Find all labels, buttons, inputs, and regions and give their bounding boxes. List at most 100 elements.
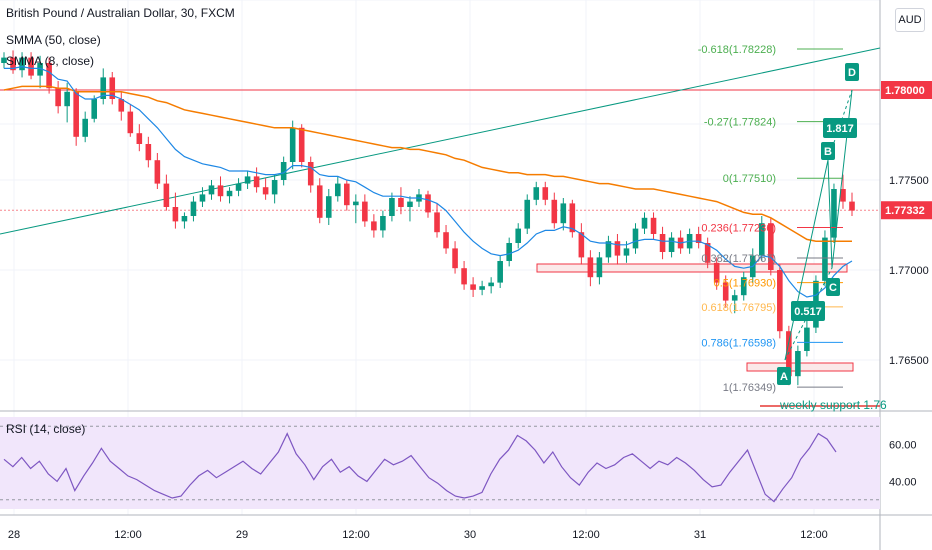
candle-body bbox=[235, 183, 242, 191]
candle-body bbox=[253, 176, 260, 188]
candle-body bbox=[849, 201, 855, 211]
rsi-axis[interactable]: 60.00 40.00 bbox=[889, 440, 917, 489]
candle-body bbox=[82, 118, 88, 137]
candle-body bbox=[226, 190, 233, 197]
candle-body bbox=[596, 257, 603, 278]
candle-body bbox=[1, 57, 7, 63]
fib-level-label: 0.618(1.76795) bbox=[701, 302, 776, 314]
fib-retracement: -0.618(1.78228) -0.27(1.77824) 0(1.77510) 0… bbox=[698, 44, 843, 394]
fib-level-label: -0.618(1.78228) bbox=[698, 44, 776, 56]
candle-body bbox=[199, 194, 206, 202]
time-label: 12:00 bbox=[572, 529, 600, 541]
candle-body bbox=[777, 270, 783, 332]
candle-body bbox=[55, 88, 61, 107]
candle-body bbox=[307, 162, 314, 186]
candle-body bbox=[623, 248, 630, 256]
indicator-rsi[interactable]: RSI (14, close) bbox=[6, 422, 86, 436]
weekly-support-label: weekly support 1.76 bbox=[779, 398, 887, 412]
price-tag-label: 1.78000 bbox=[885, 85, 925, 97]
smma-lines bbox=[3, 65, 853, 298]
candle-body bbox=[389, 198, 395, 216]
candle-body bbox=[822, 237, 828, 281]
candle-body bbox=[289, 127, 296, 162]
candle-body bbox=[316, 185, 323, 218]
candle-body bbox=[353, 201, 359, 206]
candle-body bbox=[145, 144, 152, 161]
ratio-label-1: 1.817 bbox=[826, 123, 854, 135]
candle-body bbox=[407, 201, 413, 207]
time-axis[interactable]: 28 12:00 29 12:00 30 12:00 31 12:00 bbox=[8, 529, 828, 541]
rsi-tick-label: 40.00 bbox=[889, 476, 917, 488]
candle-body bbox=[650, 217, 657, 234]
candle-body bbox=[569, 203, 576, 233]
candle-body bbox=[452, 248, 458, 269]
candle-body bbox=[461, 268, 467, 285]
price-tag-box bbox=[881, 81, 932, 99]
candle-body bbox=[587, 257, 594, 278]
candle-body bbox=[109, 77, 116, 99]
candle-body bbox=[10, 57, 16, 71]
candle-body bbox=[28, 57, 34, 76]
price-tag-box bbox=[881, 201, 932, 220]
candle-body bbox=[740, 277, 747, 296]
candle-body bbox=[37, 63, 43, 76]
trendline bbox=[0, 47, 881, 235]
price-tick-label: 1.77500 bbox=[889, 175, 929, 187]
candle-body bbox=[659, 234, 666, 252]
candle-body bbox=[470, 284, 476, 290]
candle-body bbox=[190, 201, 197, 216]
candle-body bbox=[64, 91, 70, 107]
fib-level-label: 0.236(1.77236) bbox=[701, 223, 776, 235]
smma-50-line bbox=[3, 85, 852, 242]
candle-body bbox=[713, 262, 720, 283]
point-label-b: B bbox=[824, 146, 832, 158]
candle-body bbox=[425, 194, 431, 213]
candle-body bbox=[73, 91, 79, 137]
ratio-label-2: 0.517 bbox=[794, 306, 822, 318]
time-label: 12:00 bbox=[342, 529, 370, 541]
candle-body bbox=[398, 198, 404, 207]
candle-body bbox=[208, 185, 215, 195]
candle-body bbox=[497, 261, 503, 283]
ratio-box bbox=[823, 118, 857, 138]
rsi-line bbox=[3, 432, 837, 503]
candle-body bbox=[344, 183, 350, 206]
symbol-title: British Pound / Australian Dollar, 30, F… bbox=[6, 6, 235, 20]
candle-body bbox=[831, 189, 837, 238]
time-label: 31 bbox=[694, 529, 706, 541]
candle-body bbox=[181, 216, 188, 222]
abcd-diagonal-ac bbox=[784, 267, 833, 361]
candle-body bbox=[551, 199, 558, 224]
candle-body bbox=[172, 207, 179, 222]
currency-button[interactable]: AUD bbox=[895, 8, 925, 32]
abcd-pattern: A B C D 1.817 0.517 weekly support 1.76 bbox=[777, 63, 887, 412]
time-label: 12:00 bbox=[114, 529, 142, 541]
candle-body bbox=[641, 217, 648, 229]
candle-body bbox=[488, 282, 494, 287]
candle-body bbox=[768, 223, 774, 270]
fib-level-label: 0.5(1.76930) bbox=[714, 278, 776, 290]
candle-body bbox=[154, 160, 161, 184]
indicator-smma-8[interactable]: SMMA (8, close) bbox=[6, 54, 95, 68]
fib-level-label: 0.786(1.76598) bbox=[701, 337, 776, 349]
rsi-background bbox=[0, 417, 880, 509]
candle-body bbox=[605, 241, 612, 258]
price-axis[interactable]: 1.765001.770001.775001.785801.780001.773… bbox=[881, 0, 932, 367]
candle-body bbox=[533, 187, 540, 200]
point-label-box bbox=[845, 63, 859, 81]
point-label-c: C bbox=[829, 282, 837, 294]
support-band bbox=[536, 263, 848, 273]
main-lines bbox=[0, 47, 881, 407]
candle-body bbox=[506, 243, 512, 261]
candle-body bbox=[614, 241, 621, 256]
fib-level-label: 0(1.77510) bbox=[723, 173, 776, 185]
candle-body bbox=[704, 243, 711, 263]
time-label: 30 bbox=[464, 529, 476, 541]
candle-body bbox=[280, 162, 287, 180]
candle-body bbox=[524, 199, 531, 229]
fib-level-label: 0.382(1.77067) bbox=[701, 253, 776, 265]
indicator-smma-50[interactable]: SMMA (50, close) bbox=[6, 33, 101, 47]
candle-body bbox=[542, 187, 549, 200]
candle-body bbox=[271, 180, 278, 195]
candle-body bbox=[136, 133, 143, 144]
